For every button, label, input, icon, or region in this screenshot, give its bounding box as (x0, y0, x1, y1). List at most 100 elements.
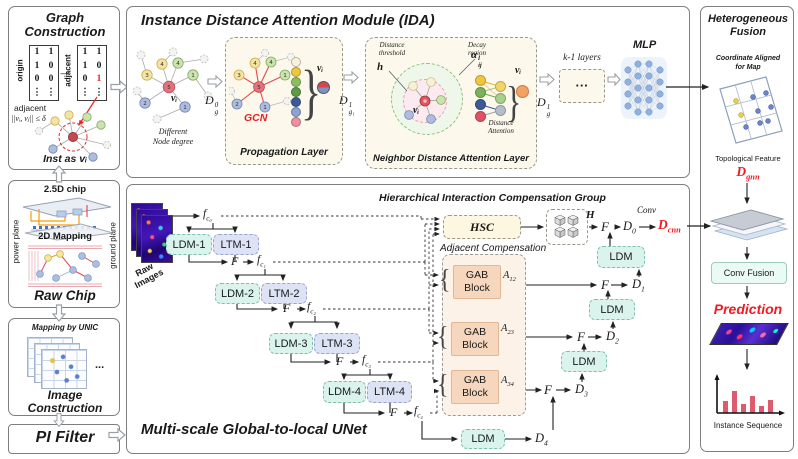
svg-text:4: 4 (269, 60, 273, 66)
ldm-dec-2: LDM (561, 351, 607, 372)
ldm2-block: LDM-2 (215, 283, 260, 304)
threshold-h-label: h (377, 61, 384, 73)
instance-sequence-chart-icon (714, 374, 785, 416)
coord-aligned-line2: for Map (735, 64, 761, 71)
aggregate-brace: } (301, 60, 322, 128)
svg-text:5: 5 (167, 85, 171, 91)
fuse-f1-label: F (231, 254, 239, 268)
image-construction-panel: Mapping by UNIC ... Image Construction (8, 318, 120, 416)
conv-fusion-block: Conv Fusion (711, 262, 787, 284)
neighbor-attention-layer-title: Neighbor Distance Attention Layer (373, 153, 529, 164)
coordinate-map-icon (719, 76, 783, 144)
vi-label-neighbor: vᵢ (413, 105, 420, 116)
red-adjacency-cell: 1 (96, 74, 102, 84)
fuse-f4-label: F (390, 405, 398, 419)
ltm1-block: LTM-1 (213, 234, 259, 255)
svg-text:2: 2 (143, 101, 147, 107)
gab-block-3: GAB Block (451, 370, 499, 404)
ida-flow-arrow3-icon (539, 73, 557, 87)
conv-label: Conv (637, 205, 656, 215)
unet-panel: Hierarchical Interaction Compensation Gr… (126, 184, 690, 454)
gab-block-1: GAB Block (453, 265, 501, 299)
fuse-f2-label: F (283, 301, 291, 315)
fused-map-slab-icon (709, 209, 789, 241)
d4-label: D4 (535, 431, 548, 448)
att-right-2 (495, 93, 506, 104)
gcn-graph-icon: 3 4 4 1 5 2 1 (229, 49, 296, 113)
dgnn-label: Dgnn (736, 164, 760, 182)
gab2-brace: { (437, 322, 449, 352)
ldm-dec-1: LDM (589, 299, 635, 320)
a12-label: A12 (503, 270, 516, 284)
fc1-label: fc₁ (257, 254, 266, 269)
adjacent-compensation-label: Adjacent Compensation (440, 243, 547, 254)
vi-label-attention: vᵢ (515, 65, 522, 76)
fusion-title-line2: Fusion (729, 26, 767, 38)
feature-cubes-icon (554, 214, 579, 238)
feature-circle-7 (291, 117, 301, 127)
propagation-layer-title: Propagation Layer (240, 147, 328, 158)
d3-label: D3 (575, 382, 588, 399)
mapping-by-unic-label: Mapping by UNIC (31, 323, 99, 332)
flow-arrow-down2-icon (53, 413, 65, 428)
feature-circle-5 (291, 97, 301, 107)
mlp-network-icon (621, 57, 667, 119)
graph1-caption-line2: Node degree (152, 137, 194, 146)
topological-feature-label: Topological Feature (715, 154, 781, 163)
att-left-4 (475, 111, 486, 122)
fuse-f3-label: F (336, 354, 344, 368)
alpha-ij-label: α l ij (471, 49, 482, 69)
pi-filter-panel: PI Filter (8, 424, 120, 454)
hsc-block: HSC (443, 215, 521, 239)
vi-label-graph1: vᵢ (171, 93, 178, 104)
fc0-label: fc₀ (203, 208, 212, 223)
gab-block-2: GAB Block (451, 322, 499, 356)
feature-circle-3 (291, 77, 301, 87)
decay-label-line1: Decay (468, 41, 486, 49)
hsc-cubes-box (546, 209, 588, 245)
unet-title: Multi-scale Global-to-local UNet (141, 421, 367, 438)
fuse-fd2-label: F (577, 329, 585, 344)
att-left-2 (475, 87, 486, 98)
feature-circle-6 (291, 107, 301, 117)
vi-attended-node (516, 85, 529, 98)
flow-arrow-to-ida-icon (110, 80, 128, 94)
graph-construction-title: Graph Construction (24, 10, 106, 39)
ltm4-block: LTM-4 (367, 381, 412, 403)
coord-aligned-line1: Coordinate Aligned (715, 55, 781, 62)
k1-layers-box: ··· (559, 69, 605, 103)
ida-flow-arrow1-icon (207, 75, 225, 89)
d1-label: D1 (632, 277, 645, 294)
inst-as-vi-label: Inst as vᵢ (43, 153, 87, 165)
ldm-dec-0: LDM (597, 246, 645, 268)
dcnn-label: Dcnn (658, 217, 681, 235)
grid-image-front-icon (41, 349, 87, 389)
att-right-3 (495, 105, 506, 116)
construction-graph-icon (34, 96, 112, 162)
raw-chip-panel: 2.5D chip power plane ground plane 2D Ma… (8, 180, 120, 308)
svg-text:5: 5 (257, 85, 261, 91)
fuse-fd3-label: F (544, 382, 552, 397)
a23-label: A23 (501, 323, 514, 337)
fc3-label: fc₃ (362, 354, 371, 369)
svg-text:4: 4 (160, 62, 164, 68)
d2-label: D2 (606, 329, 619, 346)
feature-circle-1 (291, 57, 301, 67)
gcn-label: GCN (244, 112, 268, 124)
ldm4-block: LDM-4 (323, 381, 366, 403)
svg-text:4: 4 (253, 61, 257, 67)
distance-attention-line1: Distance (488, 119, 514, 127)
graph1-caption-line1: Different (158, 127, 188, 136)
flow-arrow-down-icon (52, 304, 66, 322)
svg-text:4: 4 (176, 61, 180, 67)
ida-flow-arrow2-icon (343, 71, 361, 85)
chip-25d-icon (22, 197, 113, 241)
fusion-title-line1: Heterogeneous (707, 13, 789, 25)
fuse-f0-label: F (601, 219, 609, 234)
dg1-sub1-label: D 1 g₁ (339, 93, 355, 116)
instance-sequence-label: Instance Sequence (713, 421, 783, 430)
mapping-2d-icon (28, 245, 102, 287)
